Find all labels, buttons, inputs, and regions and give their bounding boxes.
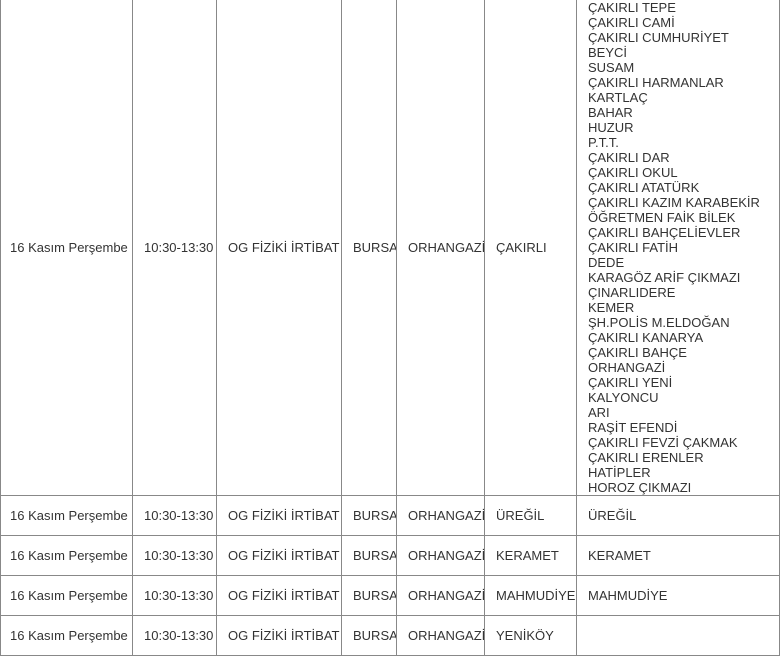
district-cell: ORHANGAZİ [396, 575, 485, 616]
city-cell: BURSA [341, 615, 397, 656]
time-cell: 10:30-13:30 [132, 0, 217, 496]
street-item: HUZUR [588, 120, 634, 135]
neighborhood-cell: MAHMUDİYE [484, 575, 577, 616]
streets-cell [576, 615, 780, 656]
street-item: ORHANGAZİ [588, 360, 666, 375]
street-item: P.T.T. [588, 135, 619, 150]
street-item: HATİPLER [588, 465, 651, 480]
street-item: MAHMUDİYE [588, 588, 668, 603]
district-cell: ORHANGAZİ [396, 0, 485, 496]
date-cell: 16 Kasım Perşembe [0, 0, 133, 496]
street-item: KARTLAÇ [588, 90, 648, 105]
neighborhood-cell: ÇAKIRLI [484, 0, 577, 496]
date-cell: 16 Kasım Perşembe [0, 495, 133, 536]
street-item: ÇAKIRLI KANARYA [588, 330, 704, 345]
street-item: ÇAKIRLI HARMANLAR [588, 75, 724, 90]
time-cell: 10:30-13:30 [132, 575, 217, 616]
street-item: ÖĞRETMEN FAİK BİLEK [588, 210, 736, 225]
reason-cell: OG FİZİKİ İRTİBAT [216, 495, 342, 536]
streets-cell: MAHMUDİYE [576, 575, 780, 616]
street-item: ÇAKIRLI FEVZİ ÇAKMAK [588, 435, 738, 450]
street-item: BAHAR [588, 105, 633, 120]
street-item: ÇAKIRLI FATİH [588, 240, 679, 255]
neighborhood-cell: ÜREĞİL [484, 495, 577, 536]
district-cell: ORHANGAZİ [396, 615, 485, 656]
time-cell: 10:30-13:30 [132, 615, 217, 656]
reason-cell: OG FİZİKİ İRTİBAT [216, 535, 342, 576]
city-cell: BURSA [341, 0, 397, 496]
date-cell: 16 Kasım Perşembe [0, 535, 133, 576]
street-item: ÇAKIRLI CAMİ [588, 15, 675, 30]
street-item: ÇAKIRLI BAHÇELİEVLER [588, 225, 741, 240]
streets-cell: KERAMET [576, 535, 780, 576]
neighborhood-cell: KERAMET [484, 535, 577, 576]
street-item: ŞH.POLİS M.ELDOĞAN [588, 315, 730, 330]
neighborhood-cell: YENİKÖY [484, 615, 577, 656]
street-item: KERAMET [588, 548, 651, 563]
city-cell: BURSA [341, 575, 397, 616]
district-cell: ORHANGAZİ [396, 535, 485, 576]
street-item: HOROZ ÇIKMAZI [588, 480, 692, 495]
street-item: ÇAKIRLI TEPE [588, 0, 676, 16]
date-cell: 16 Kasım Perşembe [0, 575, 133, 616]
reason-cell: OG FİZİKİ İRTİBAT [216, 0, 342, 496]
street-item: SUSAM [588, 60, 635, 75]
streets-cell: ÜREĞİL [576, 495, 780, 536]
street-item: ÇAKIRLI ERENLER [588, 450, 704, 465]
district-cell: ORHANGAZİ [396, 495, 485, 536]
street-item: KARAGÖZ ARİF ÇIKMAZI [588, 270, 741, 285]
table-row: 16 Kasım Perşembe 10:30-13:30 OG FİZİKİ İR… [0, 615, 780, 656]
reason-cell: OG FİZİKİ İRTİBAT [216, 615, 342, 656]
table-row: 16 Kasım Perşembe 10:30-13:30 OG FİZİKİ İR… [0, 535, 780, 576]
table-row: 16 Kasım Perşembe 10:30-13:30 OG FİZİKİ İR… [0, 495, 780, 536]
street-item: ARI [588, 405, 610, 420]
reason-cell: OG FİZİKİ İRTİBAT [216, 575, 342, 616]
date-cell: 16 Kasım Perşembe [0, 615, 133, 656]
street-item: ÇINARLIDERE [588, 285, 676, 300]
street-item: KALYONCU [588, 390, 659, 405]
street-item: ÇAKIRLI YENİ [588, 375, 673, 390]
city-cell: BURSA [341, 495, 397, 536]
street-item: ÜREĞİL [588, 508, 637, 523]
street-item: DEDE [588, 255, 625, 270]
table-row: 16 Kasım Perşembe 10:30-13:30 OG FİZİKİ İR… [0, 0, 780, 496]
street-item: ÇAKIRLI ATATÜRK [588, 180, 700, 195]
street-item: ÇAKIRLI DAR [588, 150, 670, 165]
street-item: ÇAKIRLI OKUL [588, 165, 678, 180]
street-item: ÇAKIRLI KAZIM KARABEKİR [588, 195, 760, 210]
street-item: BEYCİ [588, 45, 628, 60]
street-item: ÇAKIRLI BAHÇE [588, 345, 687, 360]
table-row: 16 Kasım Perşembe 10:30-13:30 OG FİZİKİ İR… [0, 575, 780, 616]
street-item: RAŞİT EFENDİ [588, 420, 678, 435]
time-cell: 10:30-13:30 [132, 535, 217, 576]
streets-cell: ÇAKIRLI TEPE ÇAKIRLI CAMİ ÇAKIRLI CUMHURİY… [576, 0, 780, 496]
street-item: KEMER [588, 300, 635, 315]
city-cell: BURSA [341, 535, 397, 576]
time-cell: 10:30-13:30 [132, 495, 217, 536]
street-item: ÇAKIRLI CUMHURİYET [588, 30, 729, 45]
